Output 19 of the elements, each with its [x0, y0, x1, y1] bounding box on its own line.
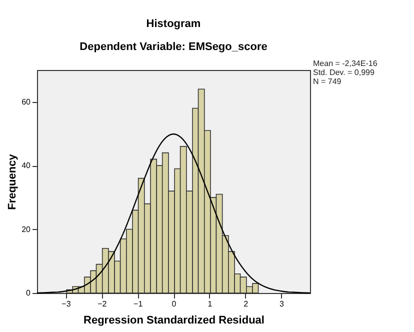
- x-tick-label: 2: [244, 300, 249, 308]
- line-series: [36, 133, 311, 294]
- x-tick-label: 1: [208, 300, 213, 308]
- y-tick-label: 0: [26, 288, 32, 298]
- x-axis-title: Regression Standardized Residual: [84, 314, 264, 326]
- y-tick-label: 40: [22, 161, 32, 170]
- text: Mean = -2,34E-16: [313, 59, 378, 68]
- y-tick-label: 20: [22, 224, 32, 234]
- y-axis-title: Frequency: [6, 153, 19, 210]
- x-tick-label: −2: [98, 300, 108, 308]
- y-tick-label: 60: [22, 97, 32, 106]
- text: Std. Dev. = 0,999: [313, 68, 375, 77]
- text: N = 749: [313, 77, 342, 86]
- x-tick-label: 3: [280, 300, 285, 308]
- chart-subtitle: Dependent Variable: EMSego_score: [80, 41, 268, 53]
- x-tick-label: 0: [172, 300, 177, 308]
- chart-title: Histogram: [146, 18, 201, 30]
- x-tick-label: −1: [134, 300, 144, 308]
- x-tick-label: −3: [62, 300, 72, 308]
